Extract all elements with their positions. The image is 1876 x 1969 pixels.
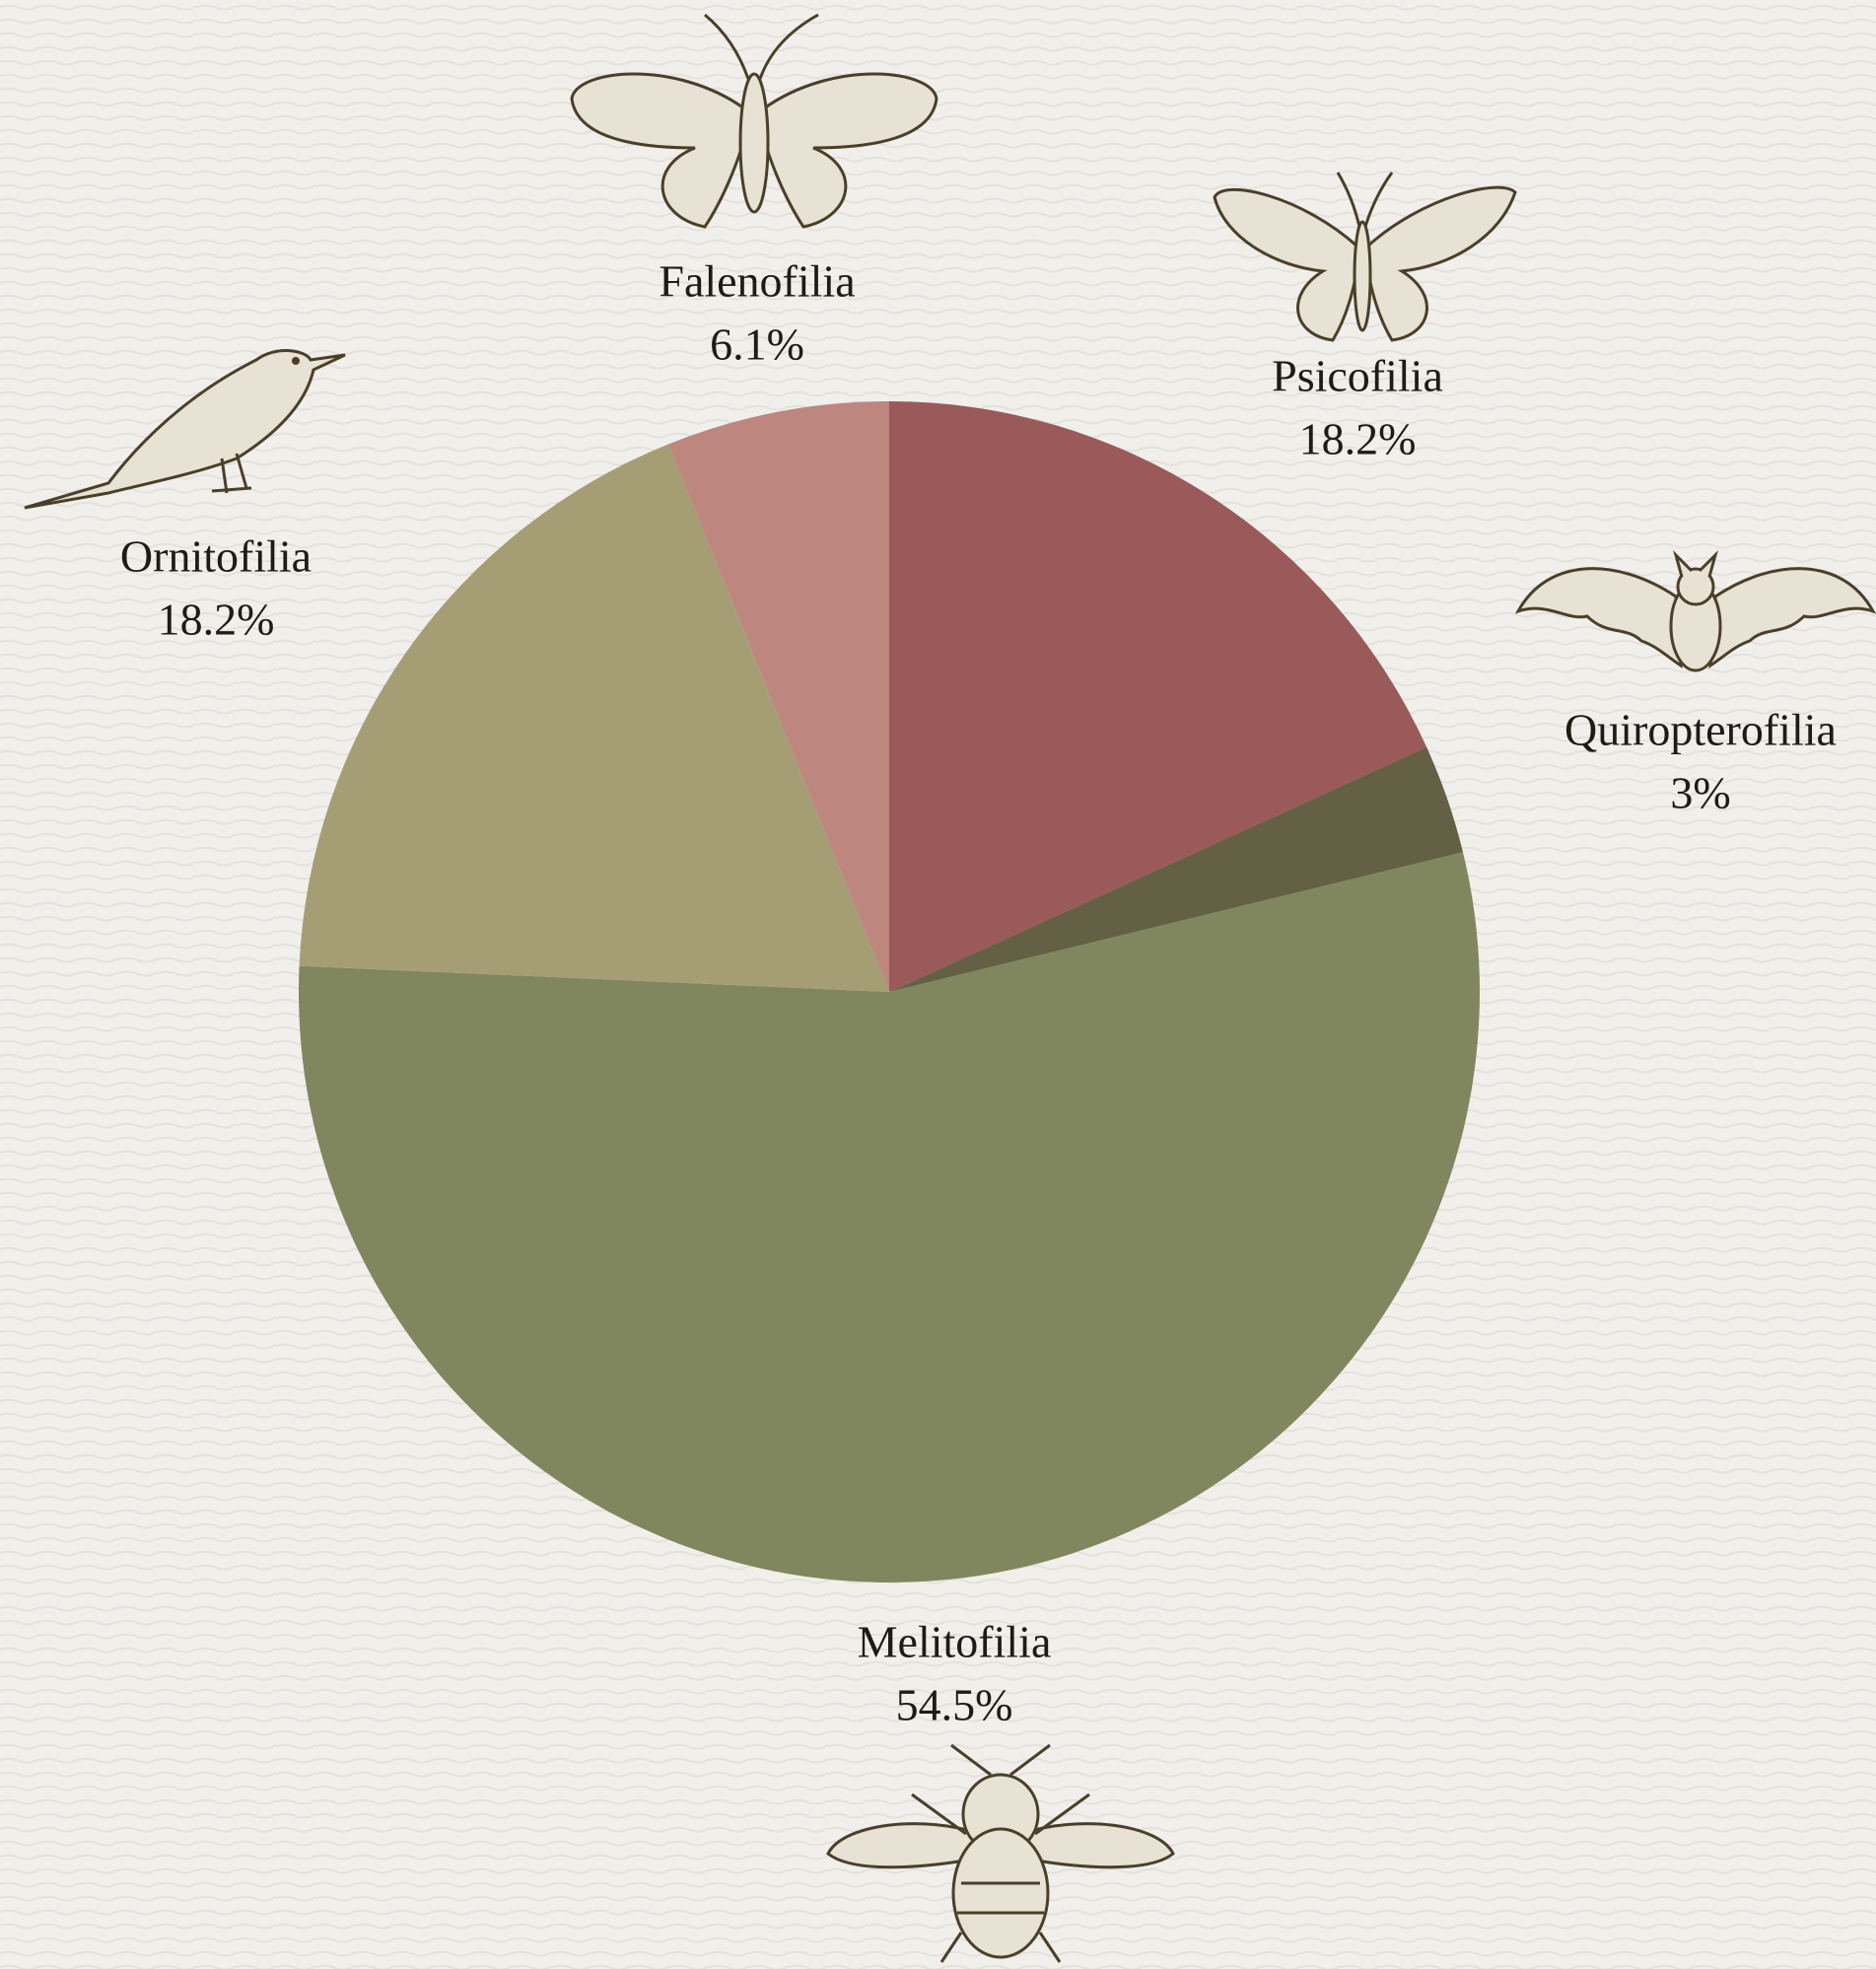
- slice-value-label: 3%: [1670, 768, 1730, 818]
- chart: Psicofilia 18.2% Quiropterofilia 3% Melitofi…: [0, 0, 1876, 1969]
- slice-label: Psicofilia: [1272, 351, 1443, 401]
- slice-label: Quiropterofilia: [1564, 705, 1837, 755]
- slice-value-label: 18.2%: [1299, 414, 1417, 464]
- slice-value-label: 6.1%: [710, 319, 804, 370]
- slice-value-label: 18.2%: [158, 595, 275, 645]
- slice-label: Melitofilia: [858, 1617, 1052, 1667]
- page: Psicofilia 18.2% Quiropterofilia 3% Melitofi…: [0, 0, 1876, 1969]
- pie: [299, 401, 1480, 1582]
- slice-label: Ornitofilia: [120, 531, 312, 582]
- slice-label: Falenofilia: [659, 256, 855, 307]
- slice-value-label: 54.5%: [896, 1680, 1013, 1730]
